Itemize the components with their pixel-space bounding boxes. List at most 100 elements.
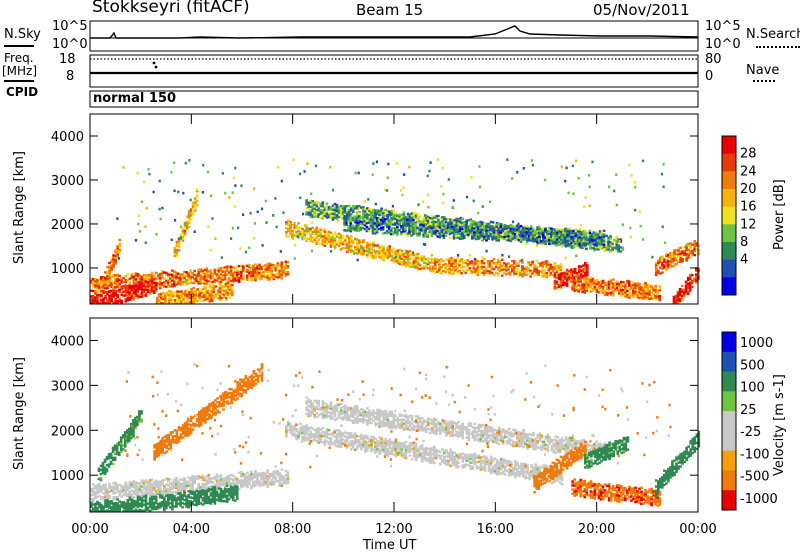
cell-0-3 bbox=[102, 281, 105, 284]
cell-0-8 bbox=[600, 233, 604, 237]
cell-0-8 bbox=[434, 225, 438, 228]
cell-1-0 bbox=[272, 470, 276, 474]
cell-0-0 bbox=[106, 286, 109, 290]
cell-1-0 bbox=[227, 476, 231, 480]
cell-0-0 bbox=[100, 279, 103, 283]
cell-1-0 bbox=[193, 477, 197, 481]
cell-0-11 bbox=[685, 247, 688, 250]
cell-0-9 bbox=[559, 272, 563, 275]
speckle-0 bbox=[661, 225, 664, 228]
cell-0-9 bbox=[563, 275, 567, 278]
cell-0-8 bbox=[602, 243, 606, 246]
cell-0-8 bbox=[375, 225, 379, 228]
cell-0-8 bbox=[546, 236, 549, 239]
cell-1-0 bbox=[225, 479, 229, 483]
cell-0-7 bbox=[402, 213, 406, 216]
cell-0-10 bbox=[607, 280, 611, 283]
cell-0-1 bbox=[136, 290, 140, 293]
cell-0-2 bbox=[180, 302, 183, 305]
cell-0-8 bbox=[495, 229, 498, 232]
cell-0-5 bbox=[309, 235, 313, 238]
cell-0-1 bbox=[146, 284, 150, 288]
cell-1-0 bbox=[175, 483, 178, 486]
cell-0-7 bbox=[329, 206, 333, 209]
cell-0-7 bbox=[443, 230, 446, 233]
speckle-0 bbox=[442, 201, 445, 205]
cell-0-2 bbox=[192, 298, 195, 302]
cell-1-0 bbox=[116, 490, 119, 493]
cell-0-5 bbox=[333, 237, 337, 240]
cell-0-6 bbox=[505, 265, 508, 268]
cell-1-0 bbox=[140, 491, 144, 494]
cell-0-7 bbox=[544, 242, 548, 246]
cell-0-7 bbox=[325, 216, 329, 219]
cell-0-7 bbox=[481, 221, 485, 224]
cell-0-5 bbox=[406, 264, 410, 267]
cell-0-8 bbox=[544, 228, 547, 231]
cell-0-5 bbox=[402, 256, 406, 260]
cell-0-5 bbox=[358, 247, 361, 250]
cell-0-11 bbox=[667, 256, 670, 259]
speckle-0 bbox=[371, 173, 374, 177]
cell-1-0 bbox=[270, 483, 274, 486]
cell-0-8 bbox=[568, 231, 571, 234]
cell-0-2 bbox=[164, 292, 167, 295]
cell-0-0 bbox=[203, 274, 207, 277]
cell-0-7 bbox=[329, 208, 333, 211]
cell-0-5 bbox=[293, 224, 296, 227]
cell-0-8 bbox=[588, 229, 592, 232]
speckle-0 bbox=[391, 214, 394, 217]
cell-0-6 bbox=[549, 265, 553, 269]
speckle-0 bbox=[210, 194, 213, 198]
cell-0-0 bbox=[189, 271, 192, 274]
cell-1-0 bbox=[144, 489, 148, 492]
cell-0-7 bbox=[329, 216, 333, 219]
speckle-0 bbox=[363, 249, 366, 253]
cell-1-0 bbox=[282, 476, 286, 479]
cell-0-2 bbox=[216, 291, 220, 294]
cell-0-3 bbox=[116, 255, 119, 258]
speckle-0 bbox=[511, 177, 514, 180]
cell-0-6 bbox=[464, 271, 468, 274]
cell-0-4 bbox=[189, 210, 193, 213]
cell-0-7 bbox=[335, 213, 339, 217]
cell-0-7 bbox=[412, 214, 416, 217]
cell-0-5 bbox=[412, 259, 416, 263]
cell-0-6 bbox=[553, 272, 557, 275]
cell-0-5 bbox=[420, 259, 424, 262]
cell-0-1 bbox=[154, 288, 158, 291]
cell-0-6 bbox=[432, 267, 435, 270]
cell-0-6 bbox=[498, 266, 502, 269]
cell-0-1 bbox=[144, 280, 148, 284]
cell-0-9 bbox=[577, 268, 581, 272]
cell-1-0 bbox=[250, 486, 253, 490]
cell-0-12 bbox=[690, 273, 694, 277]
cell-0-0 bbox=[237, 270, 241, 274]
cell-0-7 bbox=[441, 218, 444, 221]
cell-0-8 bbox=[448, 236, 452, 240]
cell-0-7 bbox=[347, 212, 351, 216]
cell-0-6 bbox=[448, 263, 451, 266]
cell-0-0 bbox=[278, 271, 282, 275]
cell-0-8 bbox=[552, 236, 555, 239]
cell-0-0 bbox=[116, 273, 119, 277]
cell-0-8 bbox=[414, 228, 417, 231]
cell-0-11 bbox=[673, 253, 676, 256]
cell-0-10 bbox=[642, 295, 645, 298]
cell-0-8 bbox=[389, 229, 393, 232]
cell-1-0 bbox=[152, 482, 156, 486]
cell-0-5 bbox=[372, 249, 375, 252]
cell-0-0 bbox=[116, 279, 119, 283]
cell-0-5 bbox=[287, 235, 290, 238]
cell-1-0 bbox=[134, 485, 138, 488]
speckle-0 bbox=[221, 172, 224, 175]
cell-0-12 bbox=[674, 294, 678, 298]
cell-1-0 bbox=[136, 492, 140, 495]
cell-0-12 bbox=[695, 267, 698, 270]
cell-0-8 bbox=[353, 217, 357, 220]
cell-0-0 bbox=[158, 282, 162, 286]
cell-0-2 bbox=[180, 294, 183, 297]
cell-0-8 bbox=[351, 228, 355, 231]
cell-1-0 bbox=[146, 492, 150, 496]
cell-0-10 bbox=[658, 299, 662, 302]
